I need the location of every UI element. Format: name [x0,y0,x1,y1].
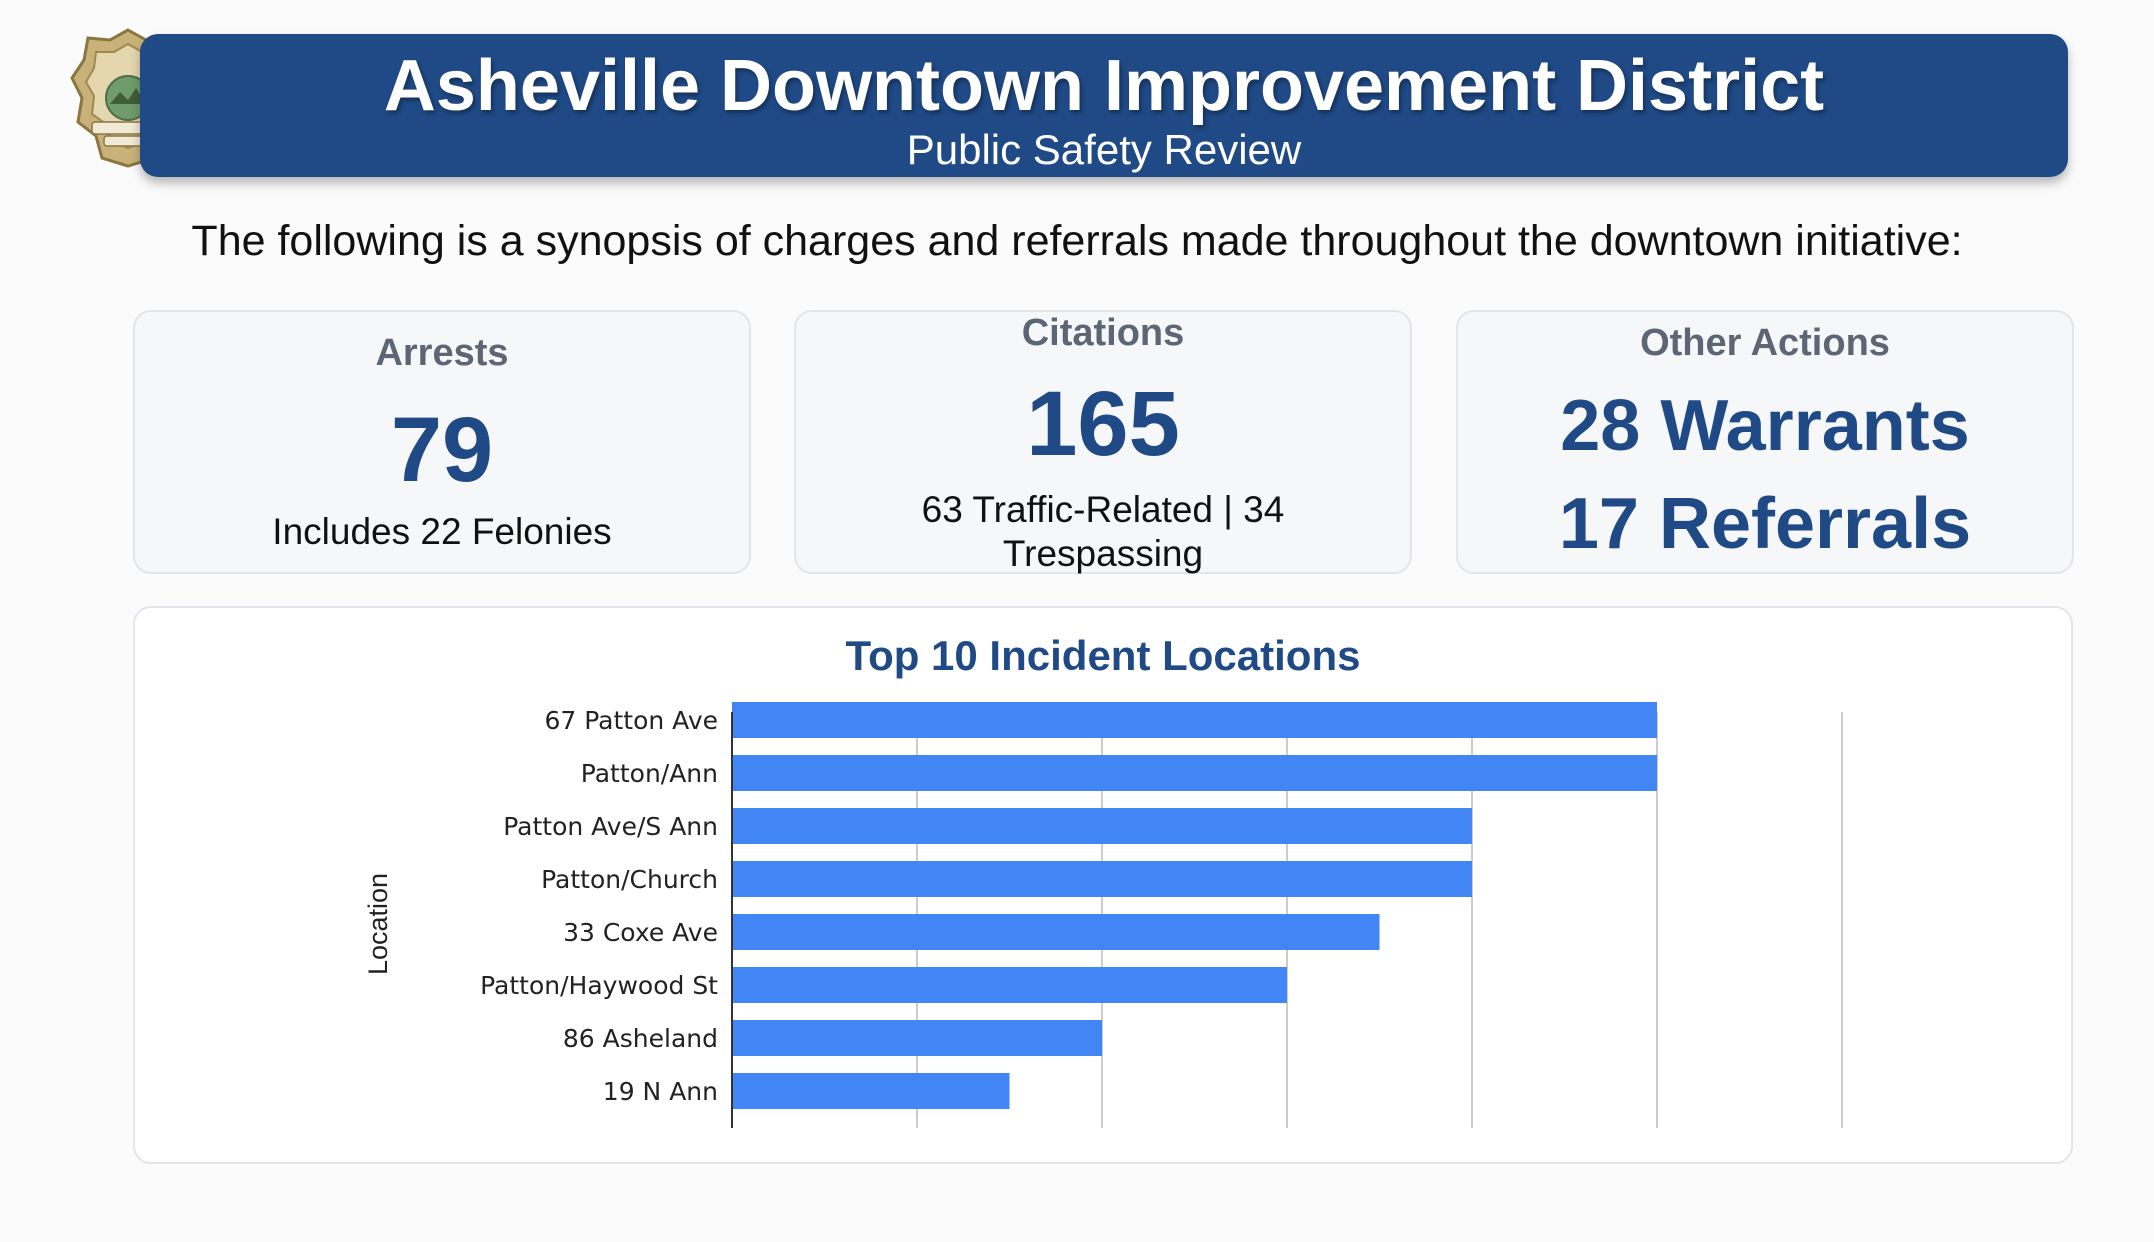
category-label: Patton/Haywood St [480,971,718,1000]
bar-86-asheland [732,1020,1102,1056]
citations-card: Citations 165 63 Traffic-Related | 34 Tr… [794,310,1412,574]
intro-text: The following is a synopsis of charges a… [191,217,1963,265]
bar-33-coxe-ave [732,914,1380,950]
bar-patton-ann [732,755,1657,791]
citations-note: 63 Traffic-Related | 34 Trespassing [921,489,1285,574]
arrests-note: Includes 22 Felonies [272,511,612,552]
category-label: Patton/Ann [581,759,718,788]
incident-locations-chart: Top 10 Incident Locations 67 Patton Ave Pa… [363,632,1843,1128]
citations-value: 165 [1026,373,1180,475]
category-label: 86 Asheland [563,1024,718,1053]
chart-title: Top 10 Incident Locations [846,632,1361,679]
incident-locations-panel: Top 10 Incident Locations 67 Patton Ave Pa… [133,606,2073,1164]
page-title: Asheville Downtown Improvement District [383,46,1825,126]
referrals-value: 17 Referrals [1558,484,1972,564]
arrests-card: Arrests 79 Includes 22 Felonies [133,310,751,574]
category-label: Patton Ave/S Ann [503,812,718,841]
page-subtitle: Public Safety Review [906,126,1302,173]
category-label: 19 N Ann [603,1077,718,1106]
arrests-label: Arrests [375,332,509,374]
citations-label: Citations [1021,312,1185,354]
bar-patton-church [732,861,1472,897]
category-label: 67 Patton Ave [544,706,718,735]
warrants-value: 28 Warrants [1560,386,1970,466]
arrests-value: 79 [390,399,494,501]
bar-patton-haywood-st [732,967,1287,1003]
y-axis-label: Location [363,873,393,975]
header-banner: Asheville Downtown Improvement District … [140,34,2068,177]
bar-67-patton-ave [732,702,1657,738]
bar-patton-ave-s-ann [732,808,1472,844]
other-actions-label: Other Actions [1640,322,1890,364]
category-label: Patton/Church [541,865,718,894]
other-actions-card: Other Actions 28 Warrants 17 Referrals [1456,310,2074,574]
category-label: 33 Coxe Ave [563,918,718,947]
bar-19-n-ann [732,1073,1010,1109]
